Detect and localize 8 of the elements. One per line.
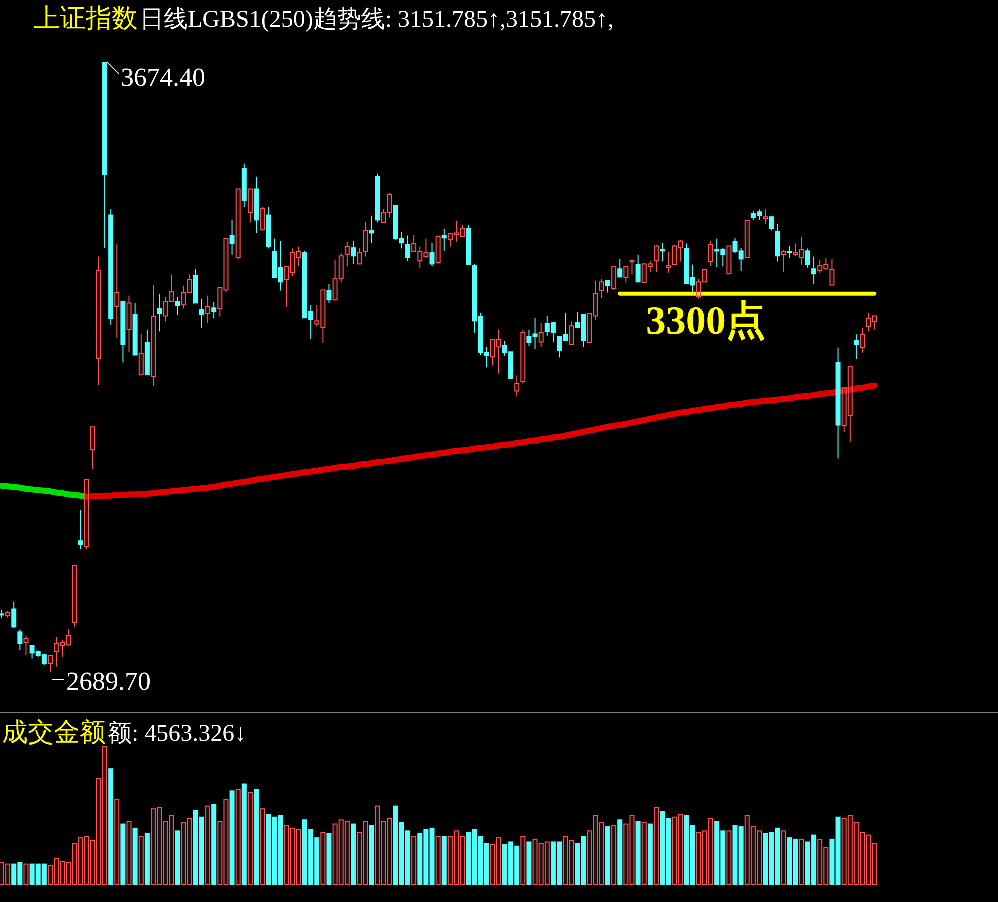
annotation: 3674.40 [121, 63, 206, 92]
chart-title: 上证指数 [34, 4, 138, 33]
series-label: 3300点 [646, 298, 766, 343]
annotation: 3674.40 [106, 62, 206, 92]
annotation: 2689.70 [52, 667, 151, 696]
chart-title: 成交金额 [2, 718, 106, 747]
chart-subtitle: 额: 4563.326↓ [108, 720, 247, 747]
chart-subtitle: 日线LGBS1(250)趋势线: 3151.785↑,3151.785↑, [140, 7, 614, 33]
